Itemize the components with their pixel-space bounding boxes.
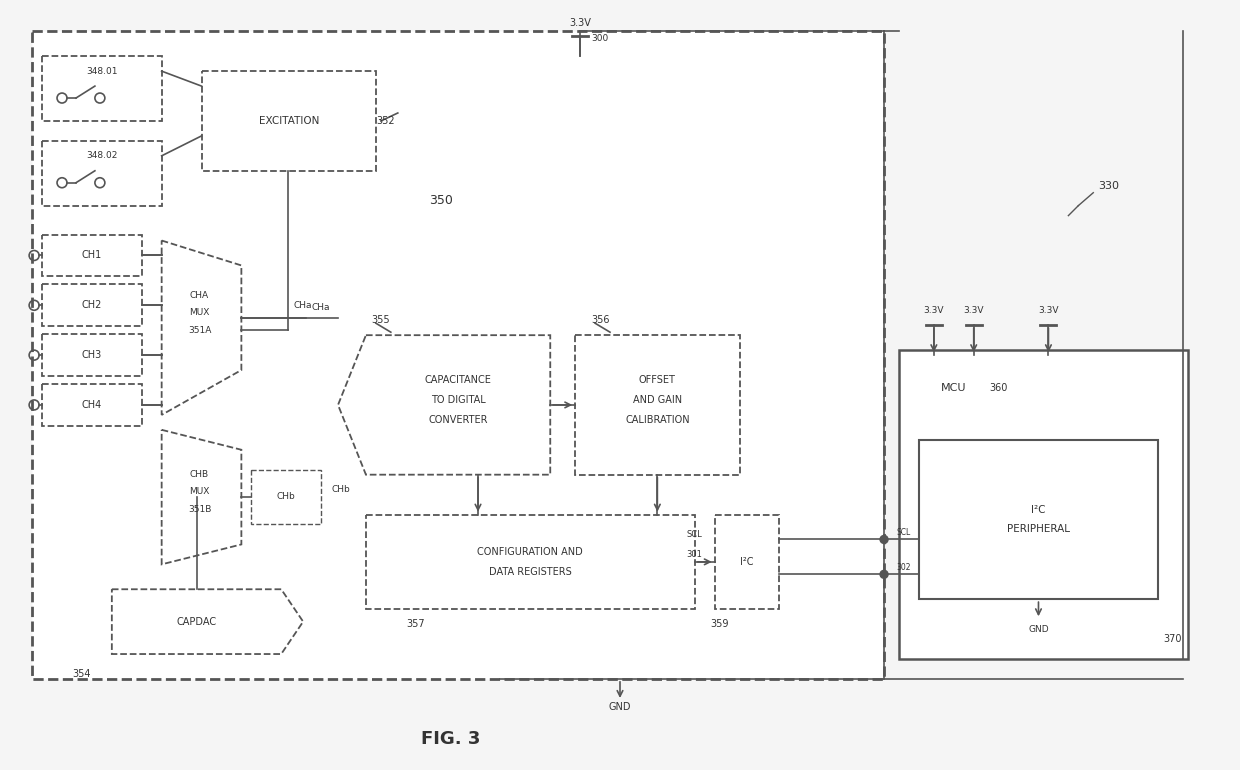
- Text: PERIPHERAL: PERIPHERAL: [1007, 524, 1070, 534]
- Text: AND GAIN: AND GAIN: [632, 395, 682, 405]
- Text: CHb: CHb: [331, 485, 351, 494]
- Text: CONFIGURATION AND: CONFIGURATION AND: [477, 547, 583, 557]
- Text: OFFSET: OFFSET: [639, 375, 676, 385]
- Text: CH1: CH1: [82, 250, 102, 260]
- Bar: [42, 141, 161, 206]
- Text: CHb: CHb: [277, 492, 295, 501]
- Text: CHB: CHB: [190, 470, 210, 479]
- Text: 355: 355: [372, 315, 391, 325]
- Bar: [575, 335, 739, 474]
- Text: MUX: MUX: [190, 308, 210, 316]
- Text: 350: 350: [429, 194, 453, 207]
- Polygon shape: [161, 240, 242, 415]
- Text: CHA: CHA: [190, 291, 210, 300]
- Text: CHa: CHa: [294, 301, 312, 310]
- Text: TO DIGITAL: TO DIGITAL: [430, 395, 486, 405]
- Text: GND: GND: [1028, 624, 1049, 634]
- Text: DATA REGISTERS: DATA REGISTERS: [489, 567, 572, 578]
- Text: 348.02: 348.02: [87, 152, 118, 160]
- Bar: [252, 470, 321, 524]
- Text: 301: 301: [687, 550, 703, 559]
- Text: 357: 357: [407, 619, 425, 629]
- Text: 360: 360: [990, 383, 1008, 393]
- Bar: [919, 440, 1158, 599]
- Text: I²C: I²C: [740, 557, 754, 567]
- Polygon shape: [112, 589, 303, 654]
- Text: 354: 354: [73, 669, 92, 679]
- Text: SCL: SCL: [897, 528, 911, 537]
- Text: 370: 370: [1164, 634, 1182, 644]
- Text: EXCITATION: EXCITATION: [258, 116, 319, 126]
- Bar: [42, 284, 141, 326]
- Text: 351A: 351A: [187, 326, 211, 335]
- Bar: [899, 350, 1188, 659]
- Text: MUX: MUX: [190, 487, 210, 496]
- Text: MCU: MCU: [941, 383, 966, 393]
- Bar: [42, 56, 161, 121]
- Text: CALIBRATION: CALIBRATION: [625, 415, 689, 425]
- Text: 302: 302: [897, 563, 911, 572]
- Text: GND: GND: [609, 701, 631, 711]
- Text: CH4: CH4: [82, 400, 102, 410]
- Text: FIG. 3: FIG. 3: [420, 730, 480, 748]
- Text: CHa: CHa: [311, 303, 330, 313]
- Text: 330: 330: [1097, 181, 1118, 191]
- Bar: [714, 514, 780, 609]
- Bar: [366, 514, 694, 609]
- Text: CH3: CH3: [82, 350, 102, 360]
- Polygon shape: [339, 335, 551, 474]
- Circle shape: [880, 535, 888, 544]
- Bar: [32, 32, 884, 679]
- Text: 3.3V: 3.3V: [924, 306, 944, 315]
- Text: 352: 352: [377, 116, 396, 126]
- Bar: [42, 384, 141, 426]
- Polygon shape: [161, 430, 242, 564]
- Circle shape: [880, 571, 888, 578]
- Text: CAPACITANCE: CAPACITANCE: [424, 375, 491, 385]
- Bar: [202, 71, 376, 171]
- Text: 3.3V: 3.3V: [569, 18, 591, 28]
- Text: 359: 359: [711, 619, 729, 629]
- Text: CONVERTER: CONVERTER: [428, 415, 487, 425]
- Text: 3.3V: 3.3V: [963, 306, 985, 315]
- Bar: [42, 235, 141, 276]
- Text: CAPDAC: CAPDAC: [176, 617, 217, 627]
- Text: 300: 300: [591, 34, 609, 43]
- Text: 356: 356: [590, 315, 609, 325]
- Text: SCL: SCL: [687, 530, 703, 539]
- Text: 351B: 351B: [187, 505, 211, 514]
- Text: CH2: CH2: [82, 300, 102, 310]
- Bar: [42, 334, 141, 376]
- Text: 348.01: 348.01: [86, 67, 118, 75]
- Text: 3.3V: 3.3V: [1038, 306, 1059, 315]
- Text: I²C: I²C: [1032, 504, 1045, 514]
